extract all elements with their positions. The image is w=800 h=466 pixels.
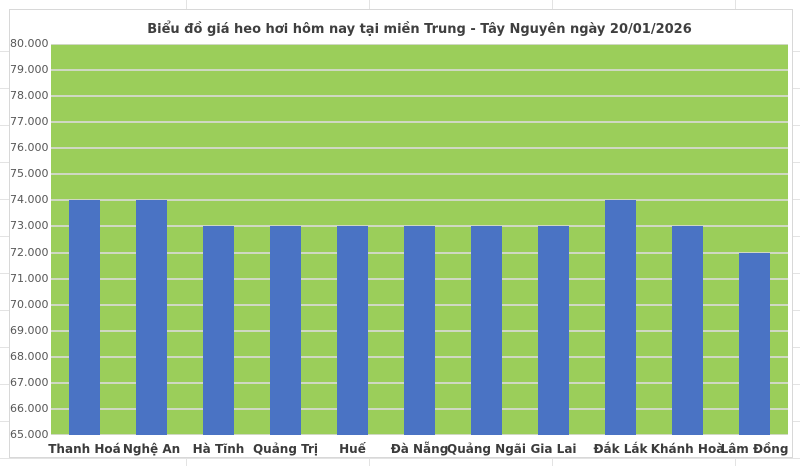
gridline [51, 69, 788, 72]
chart-bar[interactable] [270, 226, 301, 435]
y-tick-label: 71.000 [10, 271, 49, 285]
y-tick-label: 67.000 [10, 375, 49, 389]
y-tick-label: 75.000 [10, 167, 49, 181]
y-tick-label: 73.000 [10, 219, 49, 233]
y-tick-label: 69.000 [10, 323, 49, 337]
chart-bar[interactable] [69, 200, 100, 435]
gridline [51, 121, 788, 124]
y-tick-label: 72.000 [10, 245, 49, 259]
gridline [51, 225, 788, 228]
x-category-label: Huế [339, 442, 366, 456]
y-tick-label: 80.000 [10, 37, 49, 50]
x-category-label: Nghệ An [122, 442, 181, 456]
y-tick-label: 68.000 [10, 349, 49, 363]
y-tick-label: 65.000 [10, 428, 49, 441]
gridline [51, 95, 788, 98]
y-tick-label: 74.000 [10, 193, 49, 207]
x-category-label: Quảng Trị [252, 442, 319, 456]
gridline [51, 44, 788, 45]
x-category-label: Thanh Hoá [48, 442, 121, 456]
y-tick-label: 78.000 [10, 89, 49, 103]
plot-area[interactable] [51, 44, 788, 435]
x-category-label: Đà Nẵng [390, 442, 449, 456]
chart-bar[interactable] [471, 226, 502, 435]
x-category-label: Quảng Ngãi [447, 442, 526, 456]
gridline [51, 147, 788, 150]
chart-bar[interactable] [337, 226, 368, 435]
y-tick-label: 76.000 [10, 141, 49, 155]
x-category-label: Lâm Đồng [720, 442, 789, 456]
chart-bar[interactable] [538, 226, 569, 435]
chart-bar[interactable] [672, 226, 703, 435]
x-category-label: Gia Lai [530, 442, 577, 456]
chart-bar[interactable] [136, 200, 167, 435]
x-category-label: Khánh Hoà [650, 442, 725, 456]
chart-bar[interactable] [605, 200, 636, 435]
x-category-label: Hà Tĩnh [192, 442, 245, 456]
gridline [51, 173, 788, 176]
chart-bar[interactable] [739, 252, 770, 435]
y-tick-label: 70.000 [10, 297, 49, 311]
chart-bar[interactable] [404, 226, 435, 435]
gridline [51, 199, 788, 202]
y-tick-label: 77.000 [10, 115, 49, 129]
x-category-label: Đắk Lắk [593, 442, 648, 456]
y-tick-label: 66.000 [10, 401, 49, 415]
chart-area[interactable]: Biểu đồ giá heo hơi hôm nay tại miền Tru… [9, 9, 793, 458]
chart-title: Biểu đồ giá heo hơi hôm nay tại miền Tru… [147, 22, 692, 37]
y-tick-label: 79.000 [10, 63, 49, 77]
chart-bar[interactable] [203, 226, 234, 435]
